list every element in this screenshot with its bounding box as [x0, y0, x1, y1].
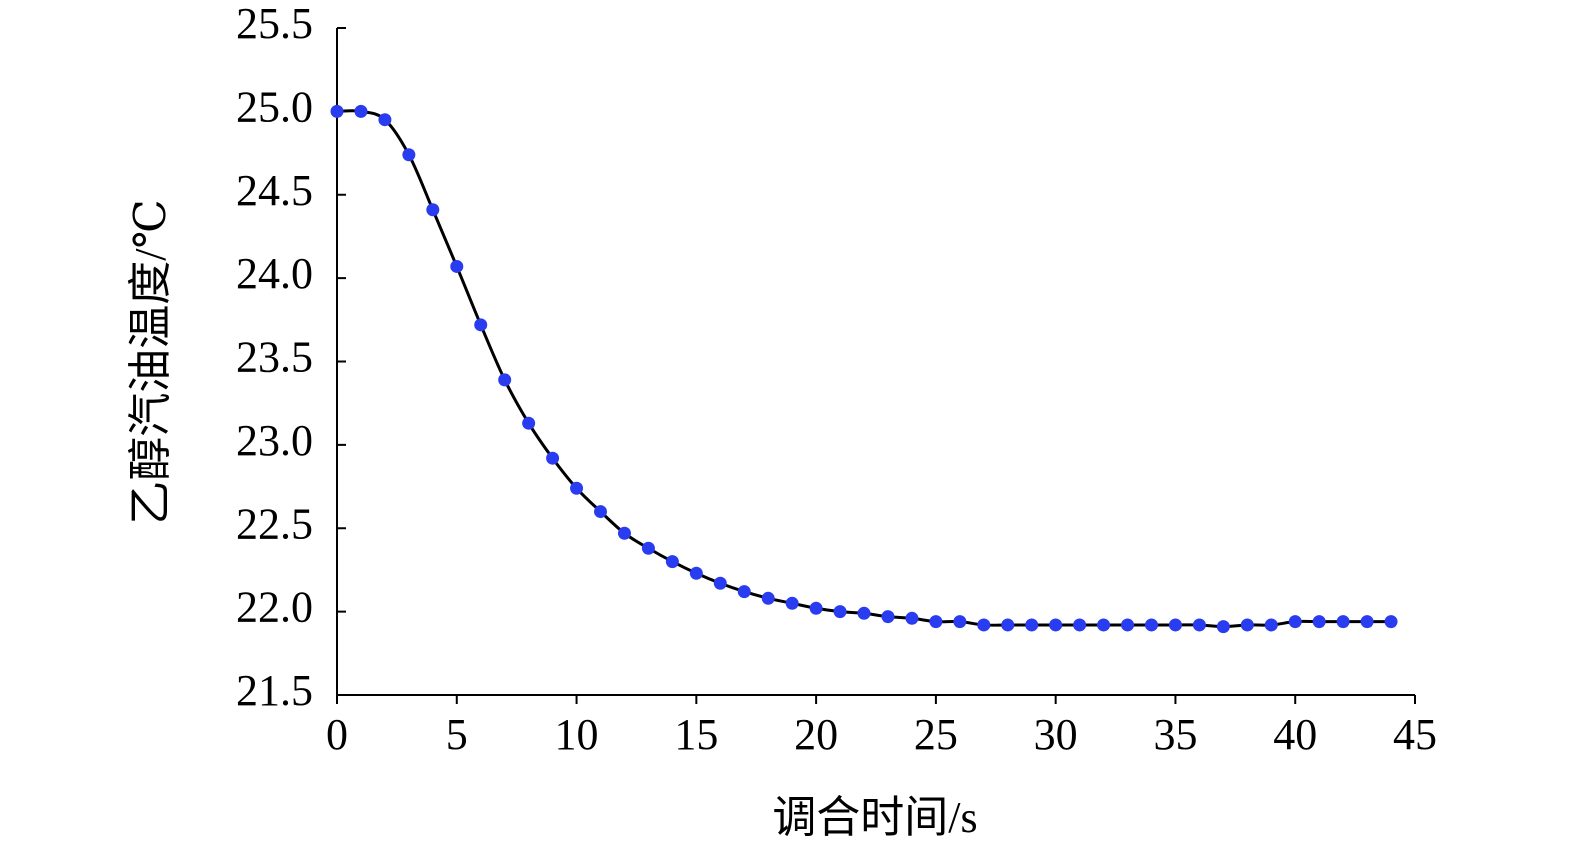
data-point: [737, 585, 751, 599]
data-point: [953, 615, 967, 629]
y-tick-label: 24.0: [236, 249, 313, 298]
data-point: [1049, 618, 1063, 632]
x-tick-label: 20: [794, 710, 838, 759]
data-point: [1264, 618, 1278, 632]
data-point: [713, 576, 727, 590]
data-point: [1216, 620, 1230, 634]
data-point: [881, 610, 895, 624]
data-point: [1384, 615, 1398, 629]
y-tick-label: 23.0: [236, 416, 313, 465]
x-tick-label: 40: [1273, 710, 1317, 759]
data-point: [330, 104, 344, 118]
data-point: [905, 611, 919, 625]
x-tick-label: 0: [326, 710, 348, 759]
data-point: [1097, 618, 1111, 632]
data-point: [785, 596, 799, 610]
series-line: [336, 109, 1392, 629]
data-point: [689, 566, 703, 580]
data-point: [1025, 618, 1039, 632]
x-tick-label: 30: [1034, 710, 1078, 759]
y-tick-label: 25.5: [236, 0, 313, 48]
x-tick-label: 15: [674, 710, 718, 759]
x-tick-label: 5: [446, 710, 468, 759]
data-point: [1336, 615, 1350, 629]
data-point: [761, 591, 775, 605]
data-point: [977, 618, 991, 632]
y-tick-label: 23.5: [236, 333, 313, 382]
data-point: [1121, 618, 1135, 632]
y-tick-label: 22.5: [236, 499, 313, 548]
data-point: [1288, 615, 1302, 629]
y-tick-label: 25.0: [236, 82, 313, 131]
data-point: [378, 113, 392, 127]
y-tick-label: 24.5: [236, 166, 313, 215]
data-point: [1144, 618, 1158, 632]
data-point: [594, 505, 608, 519]
data-point: [546, 451, 560, 465]
data-point: [570, 481, 584, 495]
data-point: [426, 203, 440, 217]
data-point: [929, 615, 943, 629]
data-point: [833, 605, 847, 619]
x-axis-label: 调合时间/s: [772, 793, 977, 842]
x-tick-label: 10: [555, 710, 599, 759]
data-point: [617, 526, 631, 540]
data-point: [809, 601, 823, 615]
data-point: [857, 606, 871, 620]
data-point: [1192, 618, 1206, 632]
x-tick-label: 35: [1153, 710, 1197, 759]
data-point: [1073, 618, 1087, 632]
y-tick-label: 22.0: [236, 583, 313, 632]
data-point: [1001, 618, 1015, 632]
data-point: [1240, 618, 1254, 632]
y-tick-label: 21.5: [236, 666, 313, 715]
data-point: [354, 104, 368, 118]
data-point: [1168, 618, 1182, 632]
data-point: [641, 541, 655, 555]
data-point: [498, 373, 512, 387]
x-tick-label: 25: [914, 710, 958, 759]
y-axis-label: 乙醇汽油温度/℃: [126, 199, 175, 524]
data-point: [474, 318, 488, 332]
data-point: [522, 416, 536, 430]
data-point: [1312, 615, 1326, 629]
x-tick-label: 45: [1393, 710, 1437, 759]
data-point: [665, 555, 679, 569]
data-point: [402, 148, 416, 162]
data-point: [450, 259, 464, 273]
data-point: [1360, 615, 1374, 629]
